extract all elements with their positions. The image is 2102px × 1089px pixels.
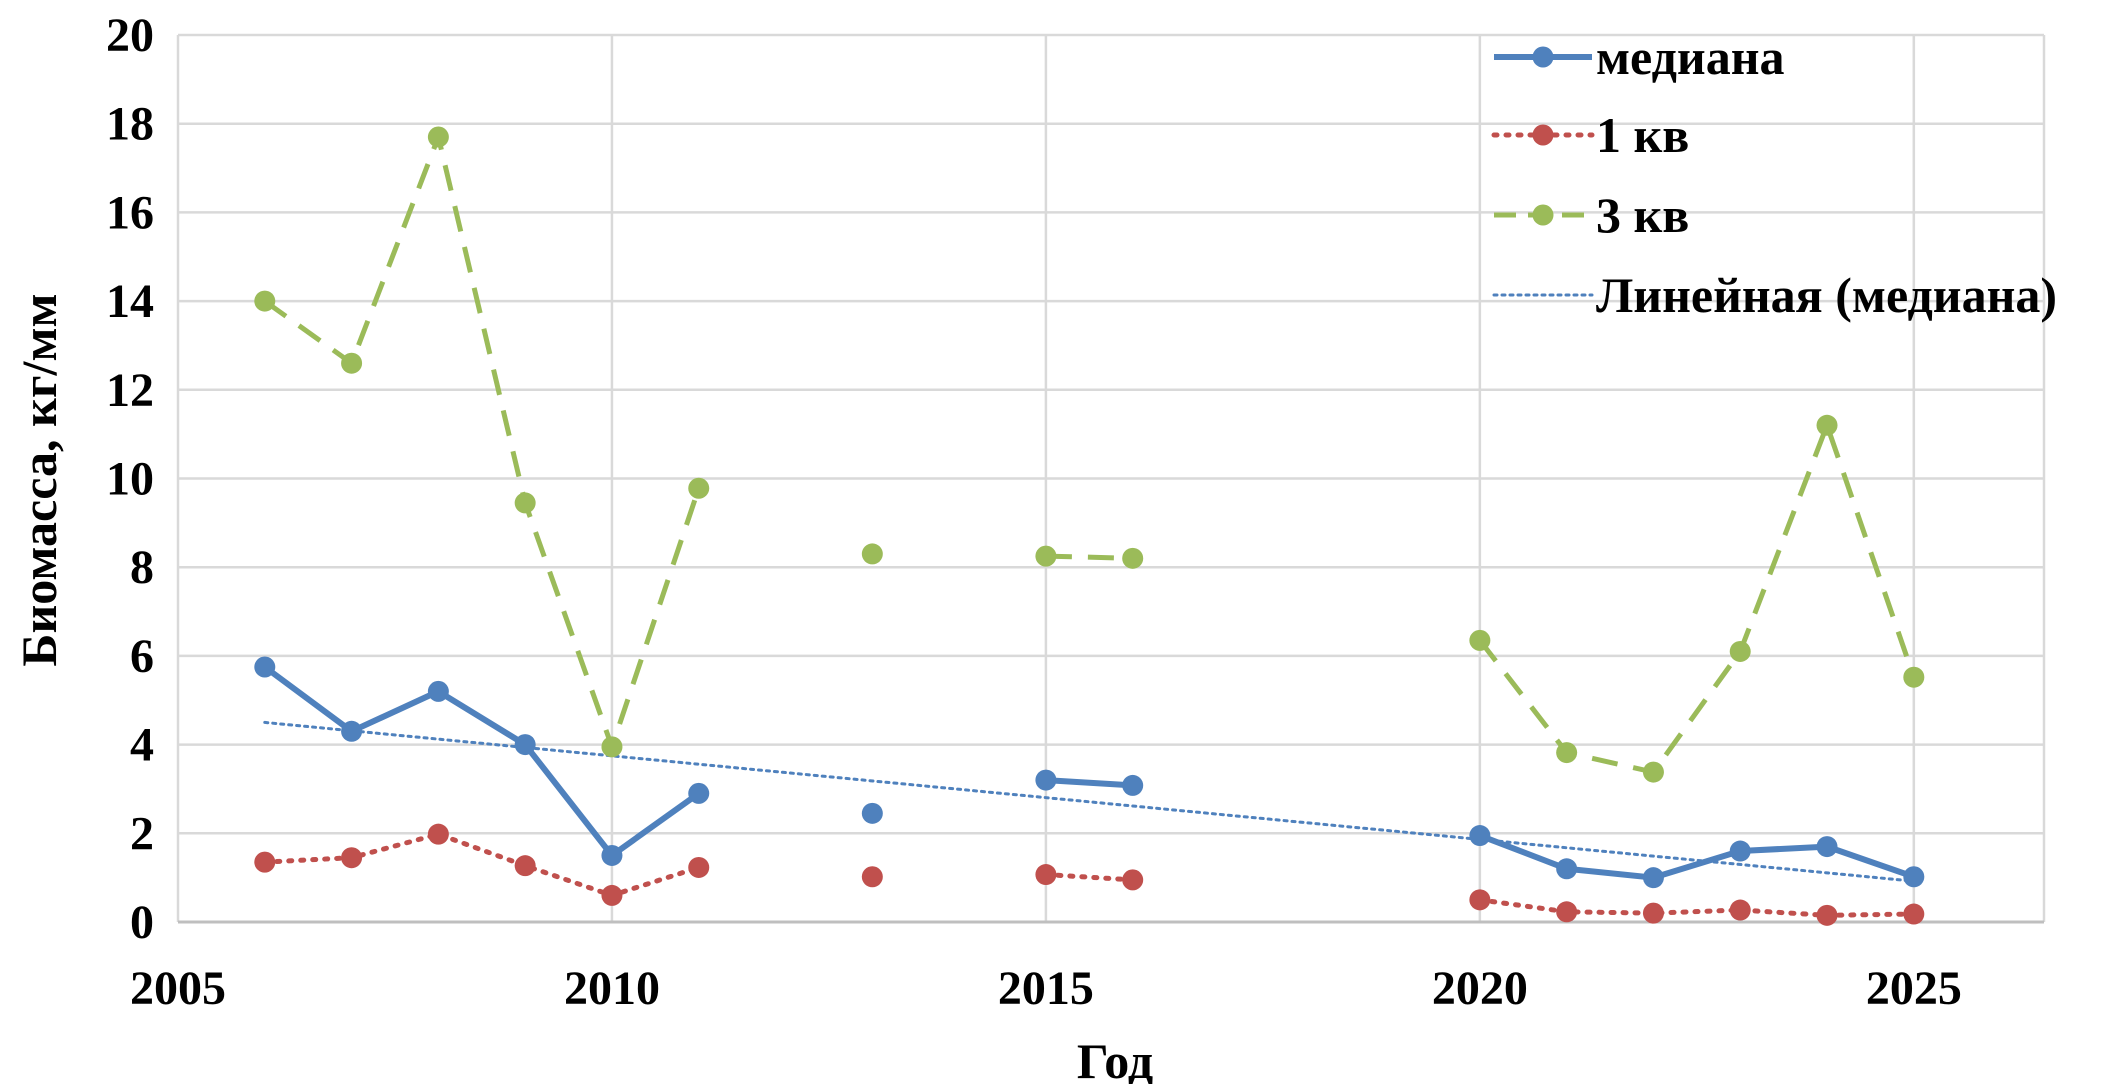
data-point bbox=[601, 736, 623, 758]
legend-swatch-marker bbox=[1532, 46, 1554, 68]
data-point bbox=[341, 720, 363, 742]
series-line-segment bbox=[1045, 553, 1133, 561]
data-point bbox=[341, 352, 363, 374]
grid bbox=[178, 33, 2044, 924]
legend-label: Линейная (медиана) bbox=[1596, 267, 2057, 323]
data-point bbox=[1642, 902, 1664, 924]
data-point bbox=[1122, 547, 1144, 569]
trendline-median bbox=[263, 720, 1916, 883]
y-tick-label: 14 bbox=[106, 275, 154, 328]
data-point bbox=[1729, 640, 1751, 662]
y-tick-label: 10 bbox=[106, 453, 154, 506]
data-point bbox=[1903, 666, 1925, 688]
data-point bbox=[1729, 840, 1751, 862]
legend-swatch-marker bbox=[1532, 124, 1554, 146]
data-point bbox=[1903, 903, 1925, 925]
data-point bbox=[1469, 629, 1491, 651]
series-3 bbox=[254, 126, 1925, 783]
data-point bbox=[254, 851, 276, 873]
data-point bbox=[1035, 545, 1057, 567]
data-point bbox=[514, 855, 536, 877]
legend-swatch-marker bbox=[1532, 204, 1554, 226]
y-tick-label: 6 bbox=[130, 630, 154, 683]
data-point bbox=[1122, 774, 1144, 796]
x-tick-label: 2025 bbox=[1866, 962, 1962, 1015]
data-point bbox=[1903, 866, 1925, 888]
x-tick-label: 2020 bbox=[1432, 962, 1528, 1015]
x-tick-label: 2015 bbox=[998, 962, 1094, 1015]
data-point bbox=[1556, 858, 1578, 880]
data-point bbox=[514, 492, 536, 514]
y-tick-label: 2 bbox=[130, 807, 154, 860]
data-point bbox=[1642, 867, 1664, 889]
data-point bbox=[1729, 899, 1751, 921]
data-point bbox=[1816, 414, 1838, 436]
series-line-segment bbox=[1045, 777, 1133, 789]
series-line-segment bbox=[1043, 872, 1136, 883]
data-point bbox=[427, 126, 449, 148]
data-point bbox=[1469, 825, 1491, 847]
series-2 bbox=[254, 823, 1925, 926]
x-axis-title: Год bbox=[1077, 1033, 1153, 1084]
y-tick-label: 18 bbox=[106, 98, 154, 151]
axes: 0 2 4 6 8 10 12 14 16 18 20 2005 2010 2015 2020 2025 bbox=[106, 9, 2046, 1015]
data-point bbox=[688, 477, 710, 499]
data-point bbox=[514, 734, 536, 756]
data-point bbox=[861, 866, 883, 888]
data-point bbox=[341, 847, 363, 869]
series-line-segment bbox=[263, 664, 701, 859]
data-point bbox=[1556, 742, 1578, 764]
data-point bbox=[1642, 761, 1664, 783]
data-point bbox=[1122, 869, 1144, 891]
series-layer bbox=[254, 126, 1925, 926]
legend: медиана 1 кв 3 кв Линейная (медиана) bbox=[1491, 29, 2057, 323]
series-line-segment bbox=[1477, 422, 1917, 775]
data-point bbox=[688, 856, 710, 878]
data-point bbox=[601, 884, 623, 906]
y-tick-label: 16 bbox=[106, 186, 154, 239]
y-tick-label: 8 bbox=[130, 541, 154, 594]
legend-label: медиана bbox=[1596, 29, 1785, 85]
y-tick-label: 0 bbox=[130, 896, 154, 949]
data-point bbox=[601, 844, 623, 866]
data-point bbox=[688, 782, 710, 804]
data-point bbox=[861, 543, 883, 565]
data-point bbox=[427, 680, 449, 702]
data-point bbox=[1469, 889, 1491, 911]
series-line-segment bbox=[1478, 832, 1915, 881]
data-point bbox=[427, 823, 449, 845]
legend-label: 1 кв bbox=[1596, 107, 1689, 163]
y-tick-label: 4 bbox=[130, 719, 154, 772]
y-tick-label: 20 bbox=[106, 9, 154, 62]
series-line-segment bbox=[1477, 897, 1917, 918]
series-1 bbox=[254, 656, 1925, 889]
series-line-segment bbox=[263, 134, 702, 750]
trendline-layer bbox=[263, 720, 1916, 883]
y-tick-label: 12 bbox=[106, 364, 154, 417]
x-tick-label: 2010 bbox=[564, 962, 660, 1015]
data-point bbox=[1035, 769, 1057, 791]
series-line-segment bbox=[262, 831, 702, 898]
data-point bbox=[254, 290, 276, 312]
data-point bbox=[1816, 904, 1838, 926]
data-point bbox=[1816, 836, 1838, 858]
data-point bbox=[1556, 901, 1578, 923]
data-point bbox=[254, 656, 276, 678]
x-tick-label: 2005 bbox=[130, 962, 226, 1015]
y-axis-title: Биомасса, кг/мм bbox=[11, 293, 67, 666]
data-point bbox=[1035, 864, 1057, 886]
legend-label: 3 кв bbox=[1596, 187, 1689, 243]
data-point bbox=[861, 802, 883, 824]
